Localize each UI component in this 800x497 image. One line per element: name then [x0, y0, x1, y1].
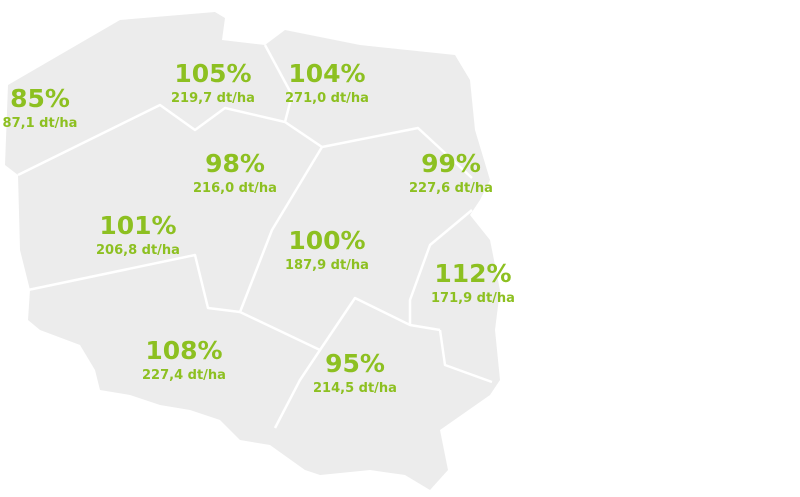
border [263, 44, 294, 123]
region-labels: 85% 87,1 dt/ha 105% 219,7 dt/ha 104% 271,0 dt… [3, 59, 515, 396]
region-percent: 105% [174, 59, 251, 88]
region-yield: 187,9 dt/ha [285, 258, 369, 273]
border [17, 103, 323, 177]
border [408, 209, 473, 325]
country-shape [5, 12, 500, 490]
region-percent: 85% [10, 84, 70, 113]
region-yield: 87,1 dt/ha [3, 116, 78, 131]
region-yield: 216,0 dt/ha [193, 181, 277, 196]
border [273, 349, 322, 429]
region-percent: 98% [205, 149, 265, 178]
border [27, 253, 241, 314]
region-percent: 95% [325, 349, 385, 378]
region-yield: 271,0 dt/ha [285, 91, 369, 106]
region-yield: 214,5 dt/ha [313, 381, 397, 396]
region-percent: 104% [288, 59, 365, 88]
region-percent: 108% [145, 336, 222, 365]
region-percent: 101% [99, 211, 176, 240]
region-yield: 227,4 dt/ha [142, 368, 226, 383]
border [438, 329, 493, 384]
region-yield: 171,9 dt/ha [431, 291, 515, 306]
region-yield: 219,7 dt/ha [171, 91, 255, 106]
region-yield: 227,6 dt/ha [409, 181, 493, 196]
region-percent: 100% [288, 226, 365, 255]
region-percent: 112% [434, 259, 511, 288]
region-percent: 99% [421, 149, 481, 178]
region-borders [17, 44, 493, 429]
region-yield: 206,8 dt/ha [96, 243, 180, 258]
border [321, 126, 473, 179]
